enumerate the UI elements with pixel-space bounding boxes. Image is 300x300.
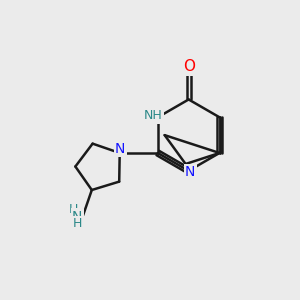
Text: N: N bbox=[72, 210, 82, 224]
Text: H: H bbox=[69, 203, 78, 216]
Text: H: H bbox=[73, 217, 82, 230]
Text: N: N bbox=[115, 142, 125, 155]
Text: N: N bbox=[185, 165, 195, 179]
Text: O: O bbox=[183, 59, 195, 74]
Text: NH: NH bbox=[144, 109, 163, 122]
